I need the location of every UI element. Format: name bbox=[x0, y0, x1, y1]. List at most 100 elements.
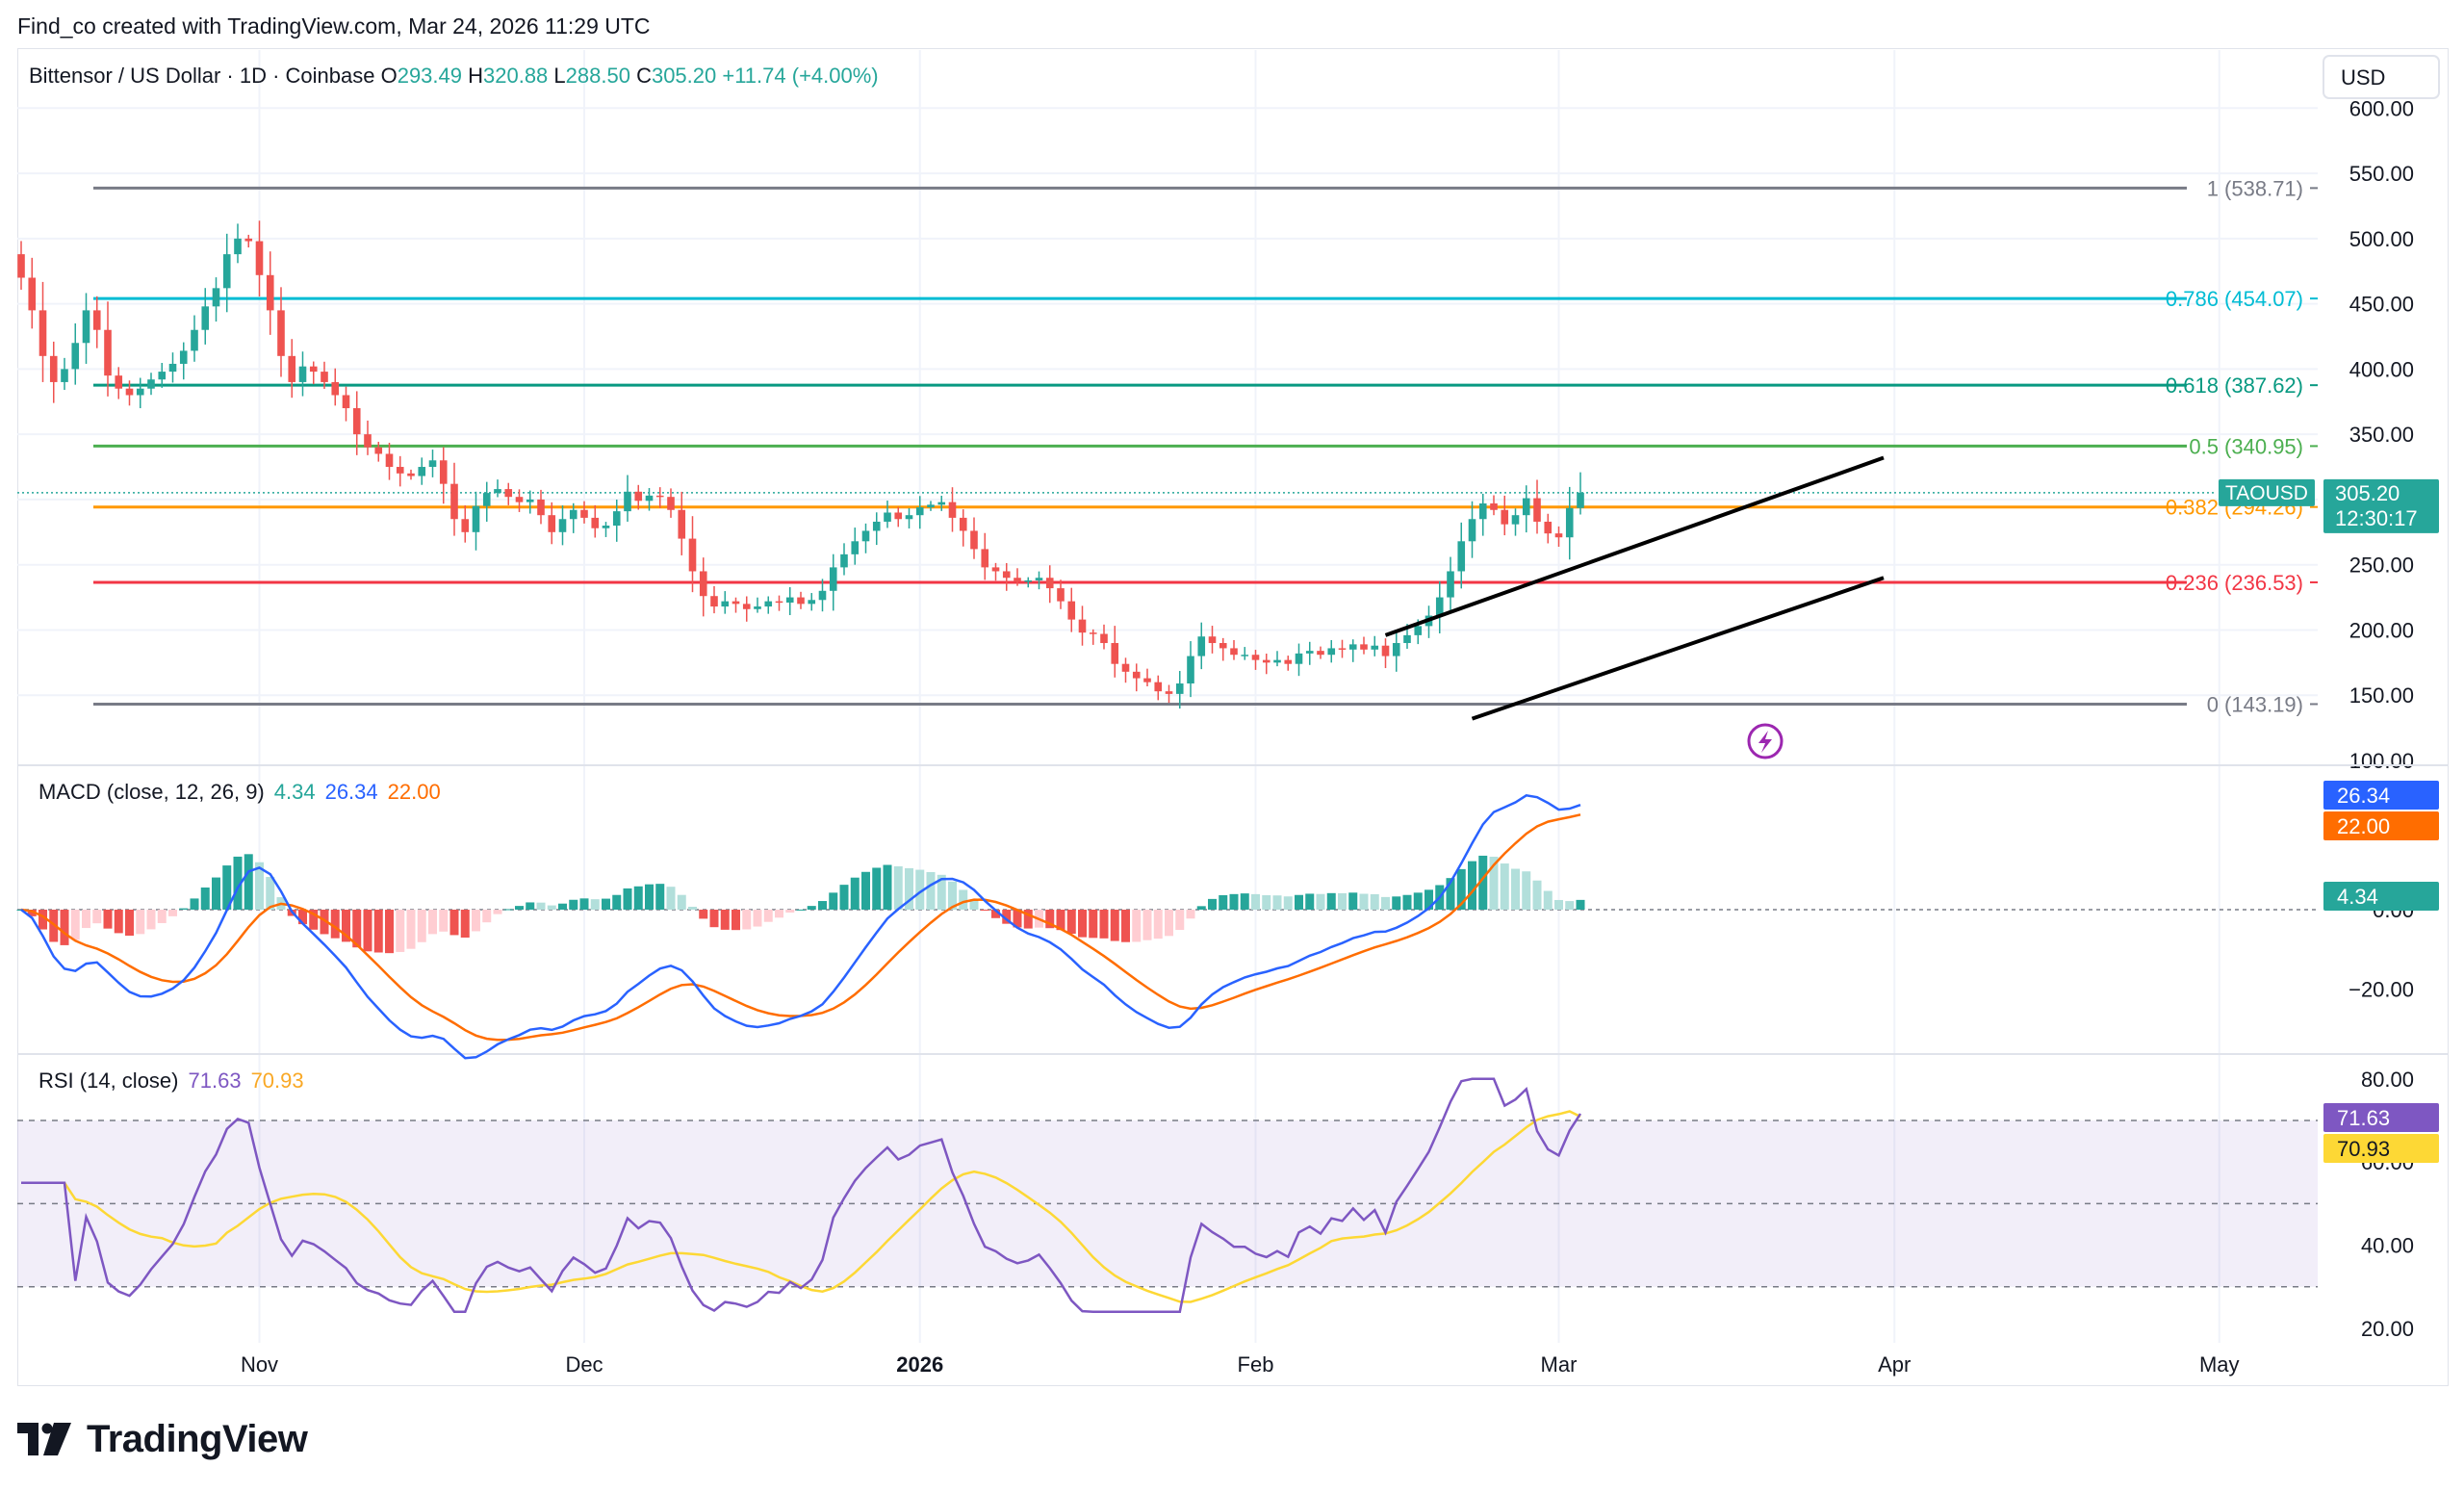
candle[interactable] bbox=[1522, 485, 1530, 533]
candle[interactable] bbox=[655, 487, 664, 508]
candle[interactable] bbox=[472, 491, 480, 551]
candle[interactable] bbox=[732, 597, 740, 613]
candle[interactable] bbox=[309, 361, 318, 385]
candle[interactable] bbox=[645, 487, 654, 511]
candle[interactable] bbox=[1317, 646, 1324, 659]
candle[interactable] bbox=[1392, 631, 1400, 672]
candle[interactable] bbox=[754, 597, 761, 613]
candle[interactable] bbox=[797, 591, 805, 609]
candle[interactable] bbox=[1089, 629, 1097, 645]
candle[interactable] bbox=[764, 596, 773, 614]
candle[interactable] bbox=[1478, 493, 1487, 536]
candle[interactable] bbox=[1241, 647, 1249, 660]
currency-button-bg[interactable] bbox=[2323, 55, 2440, 99]
candle[interactable] bbox=[851, 528, 860, 565]
candle[interactable] bbox=[1143, 668, 1151, 687]
candle[interactable] bbox=[1014, 568, 1021, 586]
candle[interactable] bbox=[28, 257, 37, 329]
candle[interactable] bbox=[710, 585, 718, 614]
candle[interactable] bbox=[1121, 657, 1130, 683]
candle[interactable] bbox=[364, 420, 372, 455]
candle[interactable] bbox=[667, 488, 675, 518]
candle[interactable] bbox=[634, 484, 643, 510]
candle[interactable] bbox=[168, 352, 177, 383]
candle[interactable] bbox=[1078, 605, 1087, 646]
channel-lower-line[interactable] bbox=[1471, 576, 1885, 721]
candle[interactable] bbox=[38, 281, 47, 382]
candle[interactable] bbox=[884, 501, 891, 528]
candle[interactable] bbox=[1165, 684, 1173, 704]
candle[interactable] bbox=[61, 357, 68, 391]
candle[interactable] bbox=[1230, 639, 1238, 660]
candle[interactable] bbox=[624, 475, 631, 522]
candle[interactable] bbox=[1554, 526, 1563, 547]
candle[interactable] bbox=[179, 342, 188, 380]
candle[interactable] bbox=[439, 447, 448, 504]
candle[interactable] bbox=[461, 505, 470, 543]
candle[interactable] bbox=[1219, 637, 1227, 661]
candle[interactable] bbox=[1501, 495, 1509, 536]
candle[interactable] bbox=[537, 489, 545, 525]
candle[interactable] bbox=[82, 293, 90, 364]
candle[interactable] bbox=[829, 553, 837, 611]
candle[interactable] bbox=[526, 490, 534, 514]
currency-button[interactable]: USD bbox=[2323, 55, 2440, 99]
candle[interactable] bbox=[1490, 495, 1498, 516]
candle[interactable] bbox=[374, 441, 383, 462]
candle[interactable] bbox=[1565, 486, 1574, 560]
candle[interactable] bbox=[244, 234, 253, 248]
candle[interactable] bbox=[1132, 663, 1141, 692]
candle[interactable] bbox=[1468, 501, 1476, 558]
candle[interactable] bbox=[1197, 622, 1206, 670]
candle[interactable] bbox=[321, 361, 328, 389]
candle[interactable] bbox=[494, 479, 501, 498]
candle[interactable] bbox=[1577, 472, 1584, 515]
candle[interactable] bbox=[482, 481, 491, 522]
candle[interactable] bbox=[1511, 508, 1520, 536]
candle[interactable] bbox=[548, 502, 556, 545]
candle[interactable] bbox=[515, 489, 524, 512]
candle[interactable] bbox=[418, 457, 426, 485]
candle[interactable] bbox=[558, 505, 567, 546]
candle[interactable] bbox=[991, 562, 1000, 581]
candle[interactable] bbox=[905, 507, 913, 529]
candle[interactable] bbox=[1100, 624, 1108, 650]
rsi-pane[interactable] bbox=[17, 1077, 2318, 1313]
candle[interactable] bbox=[927, 501, 935, 511]
candle[interactable] bbox=[948, 487, 957, 532]
candle[interactable] bbox=[699, 557, 707, 617]
candle[interactable] bbox=[602, 522, 610, 537]
candle[interactable] bbox=[1338, 639, 1347, 658]
candle[interactable] bbox=[612, 499, 621, 542]
candle[interactable] bbox=[981, 532, 989, 580]
candle[interactable] bbox=[201, 288, 210, 345]
lightning-event-icon[interactable] bbox=[1747, 723, 1784, 759]
candle[interactable] bbox=[1045, 565, 1054, 604]
candle[interactable] bbox=[428, 450, 437, 477]
candle[interactable] bbox=[1360, 636, 1368, 655]
candle[interactable] bbox=[1057, 579, 1065, 609]
candle[interactable] bbox=[1187, 641, 1194, 698]
candle[interactable] bbox=[1262, 653, 1270, 675]
candle[interactable] bbox=[808, 593, 816, 611]
candle[interactable] bbox=[1435, 580, 1444, 633]
candle[interactable] bbox=[678, 491, 686, 555]
candle[interactable] bbox=[298, 351, 307, 397]
candle[interactable] bbox=[872, 512, 881, 546]
candlestick-series[interactable] bbox=[17, 220, 1584, 709]
candle[interactable] bbox=[894, 506, 903, 528]
candle[interactable] bbox=[1002, 562, 1011, 591]
candle[interactable] bbox=[115, 367, 123, 399]
candle[interactable] bbox=[277, 287, 285, 377]
candle[interactable] bbox=[1348, 639, 1357, 662]
candle[interactable] bbox=[742, 596, 751, 622]
candle[interactable] bbox=[591, 504, 600, 538]
channel-upper-line[interactable] bbox=[1384, 455, 1885, 637]
candle[interactable] bbox=[191, 315, 198, 362]
candle[interactable] bbox=[1154, 675, 1163, 701]
candle[interactable] bbox=[255, 220, 264, 297]
candle[interactable] bbox=[1447, 556, 1454, 611]
candle[interactable] bbox=[970, 517, 978, 559]
candle[interactable] bbox=[158, 363, 167, 388]
macd-pane[interactable] bbox=[16, 793, 2319, 1060]
